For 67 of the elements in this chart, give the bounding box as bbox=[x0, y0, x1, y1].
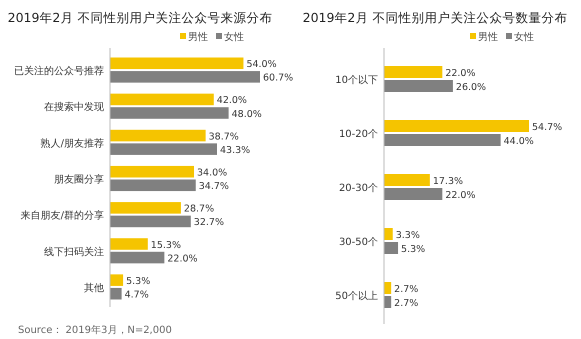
bar bbox=[110, 216, 191, 228]
bar bbox=[384, 134, 501, 146]
legend-label: 女性 bbox=[514, 31, 534, 43]
bar bbox=[110, 202, 181, 214]
data-label: 3.3% bbox=[396, 230, 420, 241]
bar bbox=[110, 143, 217, 155]
bar bbox=[110, 130, 206, 142]
legend-label: 男性 bbox=[188, 31, 208, 43]
data-label: 48.0% bbox=[232, 108, 262, 120]
chart-title: 2019年2月 不同性别用户关注公众号来源分布 bbox=[8, 10, 272, 25]
data-label: 38.7% bbox=[208, 131, 239, 142]
bar bbox=[110, 71, 260, 83]
data-label: 34.7% bbox=[198, 181, 229, 192]
bar bbox=[384, 282, 392, 294]
source-note: Source： 2019年3月，N=2,000 bbox=[18, 324, 172, 336]
y-tick-label: 30-50个 bbox=[338, 236, 378, 248]
data-label: 4.7% bbox=[124, 289, 149, 300]
data-label: 34.0% bbox=[197, 168, 228, 178]
data-label: 22.0% bbox=[167, 253, 198, 264]
bar bbox=[384, 66, 442, 78]
y-tick-label: 朋友圈分享 bbox=[54, 174, 104, 186]
data-label: 15.3% bbox=[150, 240, 181, 251]
data-label: 2.7% bbox=[394, 284, 418, 295]
y-tick-label: 在搜索中发现 bbox=[44, 101, 104, 114]
data-label: 32.7% bbox=[194, 217, 224, 228]
y-tick-label: 线下扫码关注 bbox=[44, 246, 104, 258]
bar bbox=[110, 58, 244, 70]
data-label: 54.0% bbox=[246, 59, 277, 70]
data-label: 22.0% bbox=[445, 68, 476, 79]
bar bbox=[110, 238, 148, 250]
bar bbox=[384, 80, 453, 92]
data-label: 22.0% bbox=[445, 190, 476, 201]
legend-label: 男性 bbox=[478, 31, 498, 43]
bar bbox=[384, 188, 442, 200]
data-label: 17.3% bbox=[432, 176, 464, 187]
bar bbox=[110, 166, 194, 178]
bar bbox=[384, 120, 529, 132]
bar bbox=[110, 107, 229, 119]
data-label: 60.7% bbox=[263, 72, 294, 84]
y-tick-label: 20-30个 bbox=[338, 182, 378, 194]
bar bbox=[384, 296, 392, 308]
data-label: 42.0% bbox=[216, 95, 247, 106]
bar bbox=[384, 174, 430, 186]
data-label: 54.7% bbox=[532, 122, 562, 133]
bar bbox=[384, 242, 398, 254]
data-label: 43.3% bbox=[220, 144, 250, 156]
bar bbox=[384, 228, 393, 240]
y-tick-label: 10个以下 bbox=[335, 74, 378, 86]
data-label: 28.7% bbox=[184, 204, 214, 215]
legend-label: 女性 bbox=[224, 31, 244, 43]
bar bbox=[110, 94, 214, 106]
data-label: 2.7% bbox=[394, 298, 418, 309]
bar bbox=[110, 288, 122, 300]
y-tick-label: 10-20个 bbox=[338, 128, 378, 140]
y-tick-label: 来自朋友/群的分享 bbox=[20, 210, 104, 222]
chart-title: 2019年2月 不同性别用户关注公众号数量分布 bbox=[302, 10, 568, 25]
y-tick-label: 50个以上 bbox=[335, 290, 378, 302]
y-tick-label: 其他 bbox=[84, 282, 104, 294]
data-label: 5.3% bbox=[126, 276, 150, 287]
bar bbox=[110, 180, 196, 192]
y-tick-label: 已关注的公众号推荐 bbox=[14, 65, 104, 78]
data-label: 5.3% bbox=[401, 244, 426, 255]
bar bbox=[110, 252, 164, 264]
y-tick-label: 熟人/朋友推荐 bbox=[40, 137, 104, 150]
data-label: 44.0% bbox=[504, 136, 534, 147]
data-label: 26.0% bbox=[456, 82, 486, 93]
bar bbox=[110, 274, 124, 286]
